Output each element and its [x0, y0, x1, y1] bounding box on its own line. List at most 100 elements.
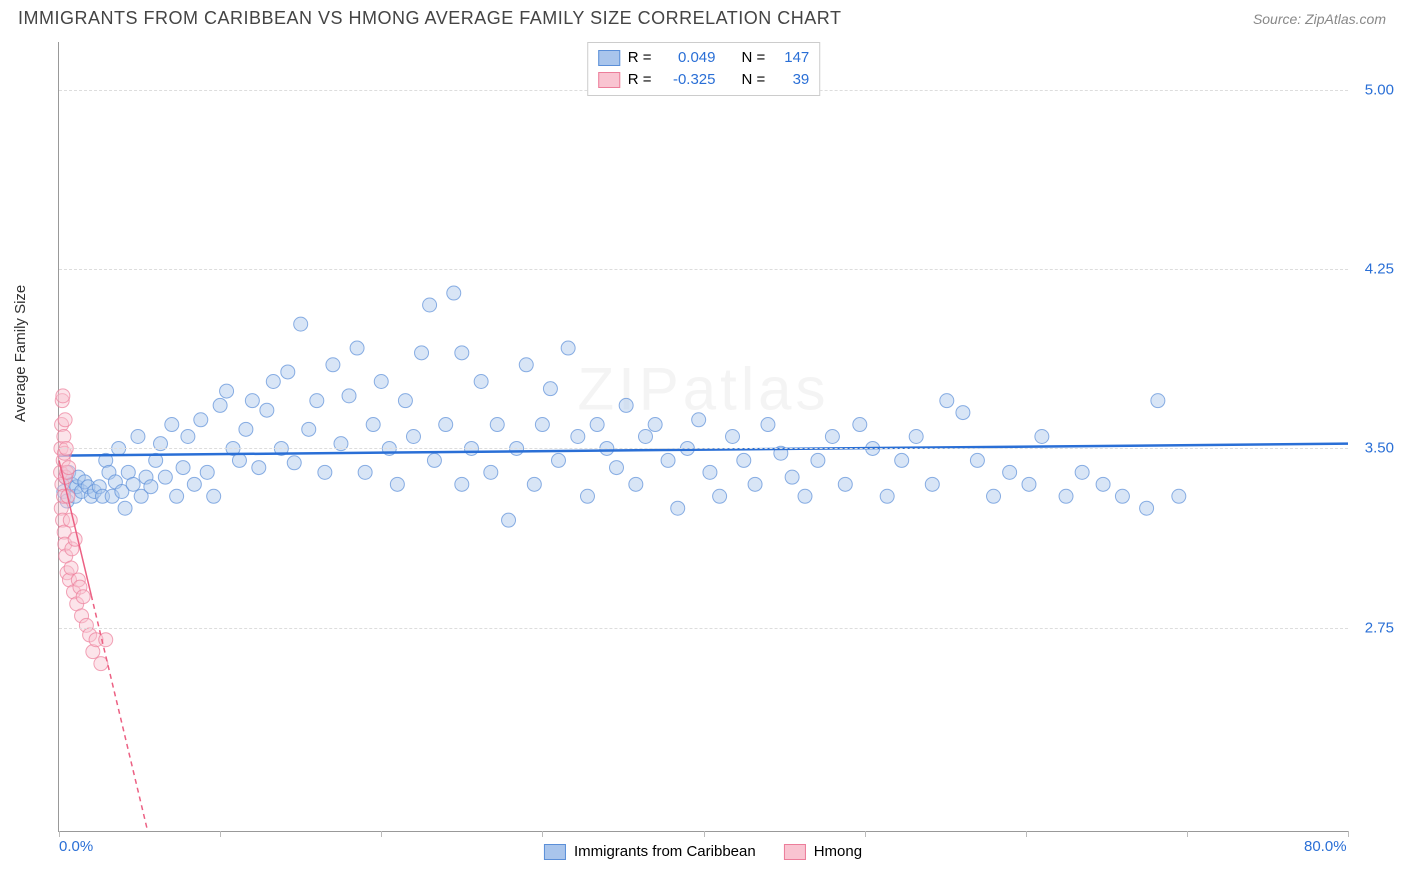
data-point	[187, 477, 201, 491]
data-point	[1075, 465, 1089, 479]
data-point	[925, 477, 939, 491]
data-point	[1140, 501, 1154, 515]
data-point	[519, 358, 533, 372]
data-point	[194, 413, 208, 427]
data-point	[543, 382, 557, 396]
data-point	[406, 430, 420, 444]
data-point	[281, 365, 295, 379]
r-value-2: -0.325	[660, 69, 716, 91]
data-point	[484, 465, 498, 479]
source-name: ZipAtlas.com	[1305, 11, 1386, 27]
data-point	[181, 430, 195, 444]
data-point	[200, 465, 214, 479]
data-point	[447, 286, 461, 300]
y-tick-label: 2.75	[1365, 619, 1394, 636]
r-value-1: 0.049	[660, 47, 716, 69]
x-tick-label: 80.0%	[1304, 838, 1347, 855]
data-point	[390, 477, 404, 491]
data-point	[580, 489, 594, 503]
data-point	[126, 477, 140, 491]
data-point	[561, 341, 575, 355]
data-point	[726, 430, 740, 444]
data-point	[502, 513, 516, 527]
data-point	[239, 422, 253, 436]
data-point	[287, 456, 301, 470]
source-credit: Source: ZipAtlas.com	[1253, 11, 1386, 27]
data-point	[590, 418, 604, 432]
legend-row-series2: R = -0.325 N = 39	[598, 69, 810, 91]
data-point	[455, 346, 469, 360]
title-bar: IMMIGRANTS FROM CARIBBEAN VS HMONG AVERA…	[0, 0, 1406, 33]
data-point	[1022, 477, 1036, 491]
data-point	[310, 394, 324, 408]
data-point	[490, 418, 504, 432]
data-point	[342, 389, 356, 403]
chart-area: Average Family Size ZIPatlas R = 0.049 N…	[18, 42, 1388, 862]
data-point	[252, 461, 266, 475]
data-point	[895, 453, 909, 467]
data-point	[326, 358, 340, 372]
data-point	[350, 341, 364, 355]
data-point	[956, 406, 970, 420]
swatch-series1	[598, 50, 620, 66]
data-point	[811, 453, 825, 467]
legend-label-2: Hmong	[814, 843, 862, 860]
plot-region: ZIPatlas R = 0.049 N = 147 R = -0.325 N …	[58, 42, 1348, 832]
data-point	[318, 465, 332, 479]
data-point	[68, 532, 82, 546]
x-tick-label: 0.0%	[59, 838, 93, 855]
data-point	[1035, 430, 1049, 444]
data-point	[703, 465, 717, 479]
y-tick-label: 5.00	[1365, 81, 1394, 98]
data-point	[58, 413, 72, 427]
data-point	[415, 346, 429, 360]
plot-svg	[59, 42, 1348, 831]
data-point	[245, 394, 259, 408]
data-point	[176, 461, 190, 475]
data-point	[131, 430, 145, 444]
r-label: R =	[628, 69, 652, 91]
data-point	[798, 489, 812, 503]
data-point	[661, 453, 675, 467]
data-point	[158, 470, 172, 484]
data-point	[909, 430, 923, 444]
data-point	[76, 590, 90, 604]
legend-label-1: Immigrants from Caribbean	[574, 843, 756, 860]
data-point	[423, 298, 437, 312]
chart-title: IMMIGRANTS FROM CARIBBEAN VS HMONG AVERA…	[18, 8, 841, 29]
n-label: N =	[742, 69, 766, 91]
data-point	[629, 477, 643, 491]
data-point	[294, 317, 308, 331]
data-point	[1003, 465, 1017, 479]
legend-item-series1: Immigrants from Caribbean	[544, 843, 756, 860]
data-point	[1096, 477, 1110, 491]
data-point	[358, 465, 372, 479]
swatch-series1-icon	[544, 844, 566, 860]
data-point	[439, 418, 453, 432]
data-point	[737, 453, 751, 467]
data-point	[1151, 394, 1165, 408]
data-point	[56, 389, 70, 403]
source-label: Source:	[1253, 11, 1305, 27]
data-point	[638, 430, 652, 444]
data-point	[374, 375, 388, 389]
data-point	[266, 375, 280, 389]
data-point	[785, 470, 799, 484]
data-point	[366, 418, 380, 432]
data-point	[692, 413, 706, 427]
data-point	[144, 480, 158, 494]
data-point	[427, 453, 441, 467]
correlation-legend: R = 0.049 N = 147 R = -0.325 N = 39	[587, 42, 821, 96]
data-point	[838, 477, 852, 491]
data-point	[165, 418, 179, 432]
data-point	[987, 489, 1001, 503]
data-point	[474, 375, 488, 389]
r-label: R =	[628, 47, 652, 69]
data-point	[609, 461, 623, 475]
data-point	[62, 461, 76, 475]
data-point	[1172, 489, 1186, 503]
data-point	[970, 453, 984, 467]
data-point	[527, 477, 541, 491]
data-point	[648, 418, 662, 432]
data-point	[1059, 489, 1073, 503]
